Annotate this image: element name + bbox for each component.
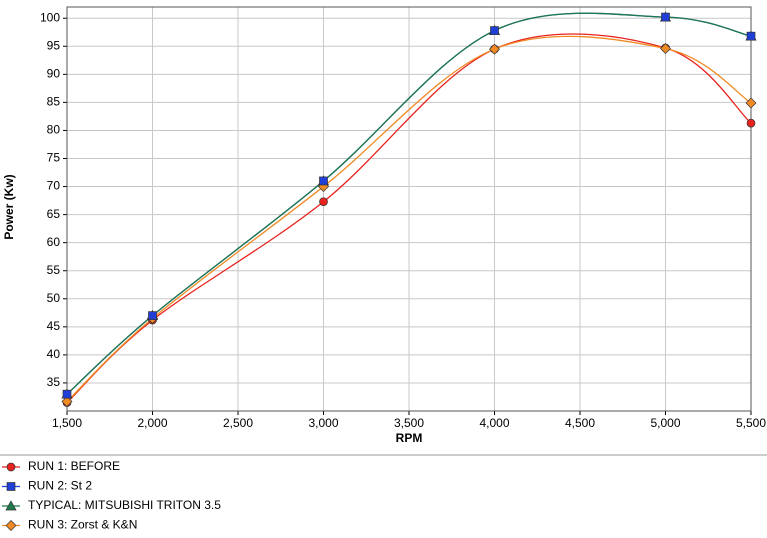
legend-label: RUN 3: Zorst & K&N [28, 518, 137, 532]
marker [490, 26, 499, 35]
x-tick-label: 3,500 [394, 416, 424, 430]
legend-marker [5, 500, 17, 511]
legend-label: RUN 1: BEFORE [28, 459, 120, 473]
marker [489, 43, 500, 55]
y-tick-label: 45 [47, 319, 61, 333]
y-tick-label: 55 [47, 263, 61, 277]
y-tick-label: 50 [47, 291, 61, 305]
plot-border [66, 6, 752, 412]
marker [61, 395, 73, 407]
marker [746, 31, 756, 41]
x-tick-label: 2,500 [223, 416, 253, 430]
x-axis-label: RPM [396, 431, 423, 445]
marker [745, 97, 757, 109]
y-tick-label: 90 [47, 67, 61, 81]
y-axis-label: Power (Kw) [2, 174, 16, 239]
marker [62, 389, 72, 399]
y-tick-label: 40 [47, 347, 61, 361]
marker [661, 12, 670, 22]
y-tick-label: 70 [47, 179, 61, 193]
marker [660, 43, 671, 55]
legend-label: RUN 2: St 2 [28, 479, 92, 493]
y-tick-label: 100 [40, 10, 60, 24]
x-tick-label: 3,000 [308, 416, 338, 430]
x-tick-label: 2,000 [137, 416, 167, 430]
y-tick-label: 75 [47, 151, 61, 165]
y-tick-label: 80 [47, 123, 61, 137]
y-tick-label: 95 [47, 38, 61, 52]
x-tick-label: 1,500 [52, 416, 82, 430]
marker [319, 176, 328, 186]
legend-marker [5, 520, 17, 531]
marker [148, 311, 157, 320]
marker [319, 197, 328, 207]
legend-marker [6, 482, 16, 491]
x-tick-label: 4,000 [479, 416, 509, 430]
y-tick-label: 65 [47, 207, 61, 221]
legend-label: TYPICAL: MITSUBISHI TRITON 3.5 [28, 498, 221, 512]
x-tick-label: 4,500 [565, 416, 595, 430]
legend-marker [6, 462, 16, 472]
x-tick-label: 5,000 [650, 416, 680, 430]
y-tick-label: 85 [47, 95, 61, 109]
x-tick-label: 5,500 [736, 416, 766, 430]
y-tick-label: 35 [47, 375, 61, 389]
y-tick-label: 60 [47, 235, 61, 249]
marker [746, 118, 756, 128]
